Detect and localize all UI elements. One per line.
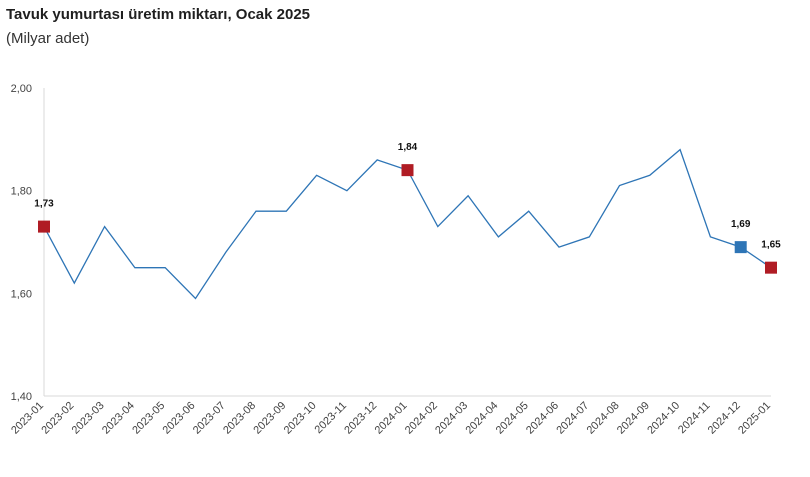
y-tick-label: 1,60 xyxy=(11,288,32,300)
y-tick-label: 2,00 xyxy=(11,83,32,95)
data-label: 1,73 xyxy=(34,199,54,210)
data-label: 1,84 xyxy=(398,142,418,153)
x-tick-label: 2023-08 xyxy=(221,400,258,437)
x-tick-label: 2024-09 xyxy=(615,400,652,437)
x-tick-label: 2025-01 xyxy=(736,400,773,437)
x-tick-label: 2023-09 xyxy=(251,400,288,437)
x-tick-label: 2023-06 xyxy=(161,400,198,437)
data-point-marker xyxy=(765,261,777,274)
x-tick-label: 2024-08 xyxy=(585,400,622,437)
x-tick-label: 2023-02 xyxy=(39,400,76,437)
chart-title: Tavuk yumurtası üretim miktarı, Ocak 202… xyxy=(6,6,311,23)
data-point-marker xyxy=(38,220,50,233)
x-tick-label: 2024-06 xyxy=(524,400,561,437)
x-tick-label: 2024-07 xyxy=(554,400,591,437)
data-point-marker xyxy=(401,164,414,177)
data-label: 1,69 xyxy=(731,219,751,230)
x-tick-label: 2023-04 xyxy=(100,400,137,437)
x-tick-label: 2023-05 xyxy=(130,400,167,437)
x-tick-label: 2023-12 xyxy=(342,400,379,437)
x-tick-label: 2023-10 xyxy=(282,400,319,437)
y-tick-label: 1,40 xyxy=(11,391,32,403)
x-tick-label: 2024-01 xyxy=(373,400,410,437)
x-tick-label: 2023-03 xyxy=(70,400,107,437)
x-tick-label: 2023-01 xyxy=(9,400,46,437)
x-tick-label: 2024-12 xyxy=(706,400,743,437)
data-label: 1,65 xyxy=(761,240,781,251)
y-tick-label: 1,80 xyxy=(11,186,32,198)
x-tick-label: 2024-05 xyxy=(494,400,531,437)
x-tick-label: 2023-07 xyxy=(191,400,228,437)
x-tick-label: 2024-03 xyxy=(433,400,470,437)
x-tick-label: 2024-10 xyxy=(645,400,682,437)
x-tick-label: 2024-02 xyxy=(403,400,440,437)
chart-subtitle: (Milyar adet) xyxy=(6,30,90,47)
x-tick-label: 2024-04 xyxy=(463,400,500,437)
data-point-marker xyxy=(734,241,747,254)
